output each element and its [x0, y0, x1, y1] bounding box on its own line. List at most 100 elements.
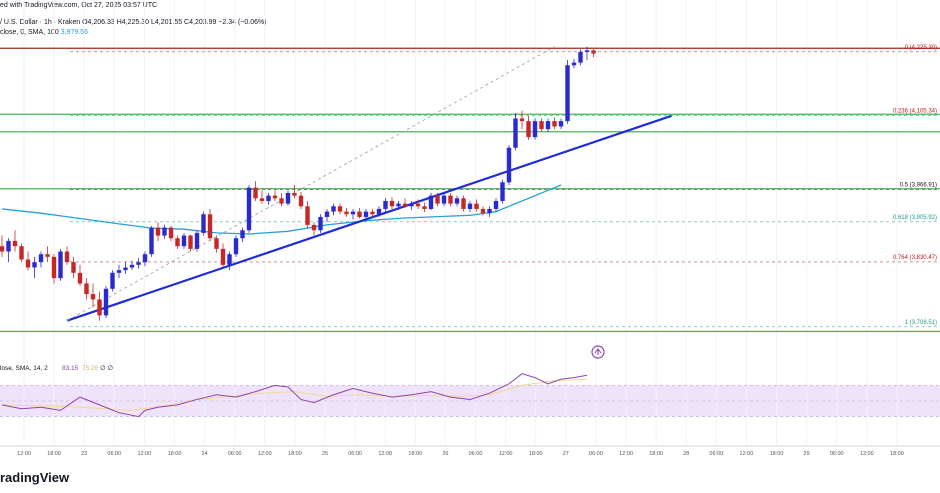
candle-body	[155, 227, 161, 236]
candle-body	[51, 256, 57, 279]
candle-body	[71, 262, 76, 273]
x-tick-label: 28	[683, 451, 689, 457]
x-tick-label: 18:00	[890, 451, 904, 457]
candle-body	[370, 211, 375, 215]
x-tick-label: 12:00	[378, 451, 392, 457]
candle-body	[123, 267, 128, 271]
x-tick-label: 06:00	[107, 451, 121, 457]
rsi-line	[1, 373, 588, 418]
candle-body	[77, 272, 83, 284]
x-tick-label: 18:00	[288, 451, 302, 457]
candle-body	[318, 216, 323, 231]
candle-body	[45, 254, 50, 257]
candle-body	[220, 248, 226, 265]
candle-body	[487, 208, 492, 214]
candle-body	[19, 246, 24, 260]
candle-body	[64, 251, 70, 263]
candle-body	[415, 203, 421, 207]
candle-body	[142, 254, 148, 263]
candle-body	[402, 203, 408, 207]
chart-header-line2: / U.S. Dollar · 1h · Kraken O4,206.33 H4…	[0, 19, 267, 26]
candle-body	[32, 262, 37, 268]
candle-body	[383, 200, 388, 209]
candle-body	[571, 62, 577, 66]
alert-icon[interactable]	[591, 345, 605, 359]
candle-body	[266, 195, 271, 201]
candle-body	[298, 195, 304, 207]
candle-body	[500, 182, 505, 201]
rsi-header-label: lose, SMA, 14, 2	[0, 365, 48, 372]
rsi-sma-line	[1, 378, 588, 411]
x-tick-label: 18:00	[649, 451, 663, 457]
candle-body	[6, 240, 11, 252]
candle-body	[474, 203, 479, 209]
candle-body	[480, 208, 486, 214]
candle-body	[448, 195, 453, 204]
candle-body	[441, 195, 447, 204]
candle-body	[25, 259, 31, 268]
x-tick-label: 12:00	[138, 451, 152, 457]
fib-level-label: 0.5 (3,966.91)	[900, 182, 937, 188]
candle-body	[110, 272, 115, 289]
rsi-sma-value: 75.26	[82, 365, 99, 372]
candle-body	[97, 299, 102, 316]
candle-body	[435, 195, 440, 204]
chart-header-line1: ed with TradingView.com, Oct 27, 2025 03…	[0, 2, 158, 9]
x-tick-label: 18:00	[47, 451, 61, 457]
x-tick-label: 06:00	[589, 451, 603, 457]
fib-diagonal-line	[66, 46, 555, 322]
candle-body	[168, 227, 174, 239]
candle-body	[461, 198, 466, 209]
candle-body	[285, 192, 291, 204]
candle-body	[90, 294, 96, 300]
candle-body	[565, 65, 570, 122]
tradingview-logo: radingView	[0, 470, 70, 485]
candle-body	[227, 254, 232, 265]
candle-body	[591, 50, 596, 54]
candle-body	[539, 121, 544, 130]
candle-body	[259, 198, 265, 201]
x-tick-label: 26	[442, 451, 448, 457]
candle-body	[467, 203, 473, 209]
candle-body	[214, 238, 219, 249]
candle-body	[207, 214, 213, 239]
candle-body	[331, 206, 336, 212]
candle-body	[84, 283, 89, 295]
sma-value: 3,979.56	[60, 29, 88, 36]
bullish-trendline	[66, 114, 672, 322]
x-tick-label: 18:00	[168, 451, 182, 457]
rsi-value: 83.15	[62, 365, 79, 372]
candle-body	[344, 211, 349, 215]
x-tick-label: 12:00	[499, 451, 513, 457]
x-tick-label: 06:00	[228, 451, 242, 457]
candle-body	[396, 203, 401, 207]
candle-body	[253, 187, 258, 199]
candle-body	[558, 121, 564, 127]
candle-body	[376, 208, 382, 215]
candle-body	[428, 195, 434, 209]
fib-level-label: 0.618 (3,905.92)	[893, 215, 937, 221]
x-tick-label: 06:00	[830, 451, 844, 457]
x-tick-label: 18:00	[529, 451, 543, 457]
candle-body	[233, 238, 239, 255]
candle-body	[272, 195, 278, 199]
candle-body	[311, 224, 317, 231]
rsi-extra: ∅ ∅	[100, 365, 113, 372]
x-tick-label: 18:00	[408, 451, 422, 457]
x-tick-label: 24	[202, 451, 208, 457]
x-tick-label: 12:00	[740, 451, 754, 457]
x-tick-label: 12:00	[258, 451, 272, 457]
candle-body	[58, 251, 63, 279]
candle-body	[337, 206, 343, 212]
candle-body	[584, 50, 590, 52]
candle-body	[454, 198, 460, 204]
candle-body	[578, 51, 583, 63]
candle-body	[246, 187, 252, 231]
fib-level-label: 0.764 (3,830.47)	[893, 255, 937, 261]
candle-body	[181, 235, 187, 247]
candle-body	[552, 121, 557, 127]
candle-body	[422, 206, 427, 209]
candle-body	[513, 118, 518, 148]
candle-body	[129, 264, 135, 268]
